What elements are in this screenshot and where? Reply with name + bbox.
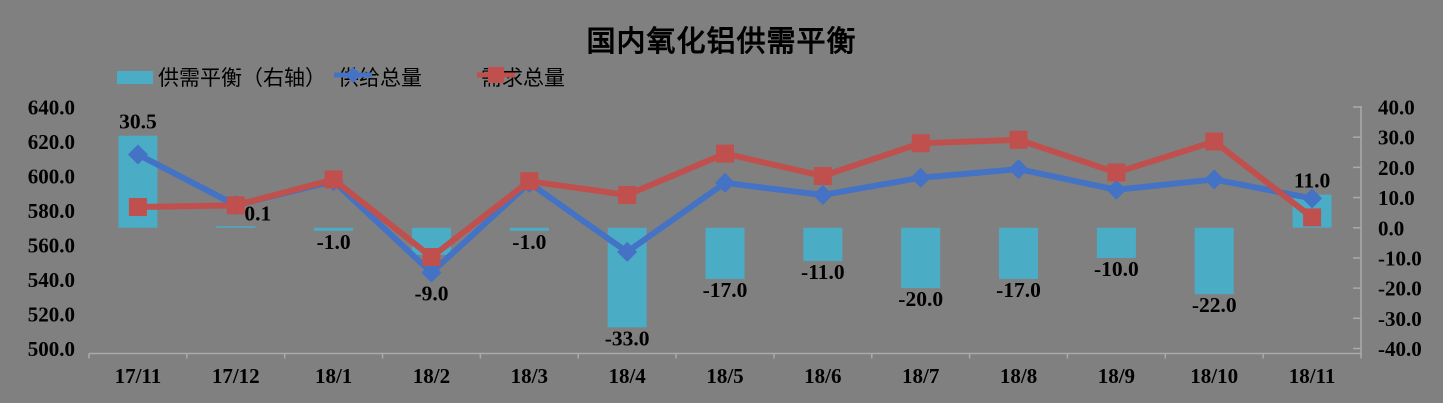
bar-18/7 [901, 227, 941, 289]
left-axis-label: 560.0 [28, 234, 75, 258]
left-axis-label: 620.0 [28, 130, 75, 154]
right-axis-label: 20.0 [1378, 156, 1415, 180]
bar-label-18/6: -11.0 [801, 260, 845, 284]
x-axis-label: 18/9 [1098, 364, 1135, 388]
x-axis-label: 18/1 [315, 364, 352, 388]
bar-18/6 [803, 227, 843, 261]
supply-marker-18/10 [1204, 169, 1225, 190]
bar-label-17/11: 30.5 [119, 110, 157, 134]
right-axis-label: 40.0 [1378, 96, 1415, 120]
right-axis-label: -10.0 [1378, 246, 1422, 270]
x-axis-label: 18/8 [1000, 364, 1037, 388]
demand-marker-18/1 [324, 170, 343, 189]
demand-marker-18/10 [1205, 132, 1224, 151]
demand-marker-18/9 [1107, 163, 1126, 182]
demand-marker-18/3 [520, 172, 539, 191]
x-axis-label: 18/7 [902, 364, 939, 388]
bar-17/12 [216, 226, 256, 228]
left-axis-label: 540.0 [28, 268, 75, 292]
legend-label-balance: 供需平衡（右轴） [158, 67, 326, 90]
supply-marker-18/4 [617, 241, 638, 262]
line-diamond-swatch-icon [334, 67, 372, 83]
x-axis-label: 17/12 [212, 364, 260, 388]
bar-18/1 [314, 227, 354, 231]
supply-marker-18/8 [1008, 159, 1029, 180]
right-axis-label: -20.0 [1378, 277, 1422, 301]
demand-marker-18/8 [1009, 130, 1028, 149]
x-axis-label: 18/4 [608, 364, 646, 388]
supply-marker-18/5 [715, 172, 735, 193]
right-axis-label: 30.0 [1378, 126, 1415, 150]
demand-marker-18/7 [911, 134, 930, 153]
demand-marker-18/11 [1303, 208, 1322, 227]
supply-marker-18/9 [1106, 179, 1127, 200]
demand-marker-18/4 [618, 185, 637, 204]
bar-label-18/11: 11.0 [1294, 169, 1330, 193]
bar-label-18/7: -20.0 [898, 287, 943, 311]
supply-marker-18/11 [1302, 188, 1323, 209]
demand-marker-18/2 [422, 248, 441, 267]
x-axis-label: 18/10 [1190, 364, 1238, 388]
right-axis-label: -30.0 [1378, 307, 1422, 331]
bar-swatch-icon [117, 70, 153, 84]
bar-18/10 [1194, 227, 1234, 295]
demand-marker-17/11 [128, 198, 147, 217]
x-axis-label: 18/5 [706, 364, 743, 388]
bar-label-18/10: -22.0 [1192, 293, 1237, 317]
bar-label-18/1: -1.0 [317, 230, 351, 254]
bar-18/3 [509, 227, 549, 231]
x-axis-label: 17/11 [115, 364, 162, 388]
bar-18/8 [999, 227, 1039, 280]
supply-marker-18/6 [812, 184, 833, 205]
demand-marker-17/12 [226, 196, 245, 215]
bar-label-18/3: -1.0 [512, 230, 546, 254]
supply-marker-18/2 [421, 262, 442, 283]
left-axis-label: 640.0 [28, 96, 75, 120]
bar-label-18/5: -17.0 [703, 278, 748, 302]
bar-label-18/2: -9.0 [414, 282, 448, 306]
bar-label-18/4: -33.0 [605, 326, 650, 350]
supply-marker-18/7 [910, 167, 931, 188]
demand-marker-18/5 [716, 144, 734, 163]
legend-item-demand: 需求总量 [476, 64, 565, 90]
chart-title: 国内氧化铝供需平衡 [586, 26, 857, 58]
left-axis-label: 520.0 [28, 303, 75, 327]
supply-marker-17/11 [127, 144, 148, 165]
right-axis-label: -40.0 [1378, 337, 1422, 361]
x-axis-label: 18/2 [413, 364, 450, 388]
x-axis-label: 18/11 [1289, 364, 1336, 388]
bar-label-17/12: 0.1 [244, 201, 271, 225]
right-axis-label: 10.0 [1378, 186, 1415, 210]
x-axis-label: 18/3 [511, 364, 548, 388]
bar-label-18/9: -10.0 [1094, 257, 1139, 281]
left-axis-label: 500.0 [28, 337, 75, 361]
bar-label-18/8: -17.0 [996, 278, 1041, 302]
bar-18/5 [705, 227, 745, 280]
legend-item-balance: 供需平衡（右轴） [117, 64, 326, 90]
demand-marker-18/6 [813, 167, 832, 185]
left-axis-label: 600.0 [28, 165, 75, 189]
left-axis-label: 580.0 [28, 199, 75, 223]
right-axis-label: 0.0 [1378, 216, 1404, 240]
line-square-swatch-icon [477, 67, 515, 83]
bar-18/9 [1096, 227, 1136, 258]
legend-item-supply: 供给总量 [333, 64, 422, 90]
x-axis-label: 18/6 [804, 364, 841, 388]
